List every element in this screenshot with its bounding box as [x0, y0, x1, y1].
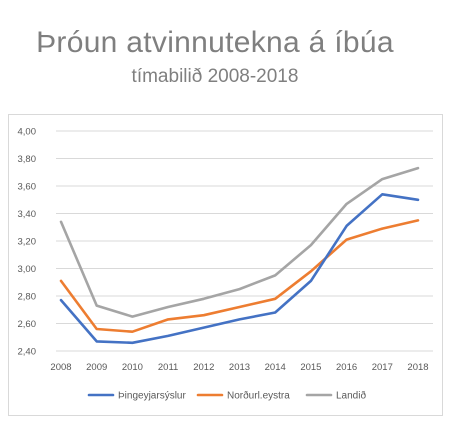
line-chart: 2,40 2,60 2,80 3,00 3,20 3,40 3,60 3,80 4,00 200… — [18, 127, 433, 402]
x-tick-label: 2018 — [407, 362, 428, 373]
legend-item: Norðurl.eystra — [196, 390, 290, 402]
series-line — [59, 219, 420, 333]
series-line — [59, 193, 420, 345]
chart-title: Þróun atvinnutekna á íbúa — [36, 26, 394, 59]
chart-subtitle: tímabilið 2008-2018 — [131, 66, 299, 87]
y-tick-label: 2,40 — [18, 347, 37, 358]
y-tick-label: 3,40 — [18, 209, 37, 220]
y-tick-label: 4,00 — [18, 127, 37, 138]
x-tick-label: 2017 — [372, 362, 393, 373]
x-tick-label: 2014 — [265, 362, 286, 373]
legend-item: Þingeyjarsýslur — [87, 391, 186, 402]
legend-item: Landið — [305, 390, 366, 402]
y-tick-label: 2,80 — [18, 292, 37, 303]
x-tick-label: 2012 — [193, 362, 214, 373]
y-axis-ticks: 2,40 2,60 2,80 3,00 3,20 3,40 3,60 3,80 4,00 — [18, 127, 37, 358]
x-axis-ticks: 2008 2009 2010 2011 2012 2013 2014 2015 2016 2017… — [50, 362, 428, 373]
x-tick-label: 2011 — [158, 362, 178, 373]
x-tick-label: 2015 — [300, 362, 321, 373]
legend: Þingeyjarsýslur Norðurl.eystra Landið — [87, 390, 366, 402]
y-tick-label: 3,20 — [18, 237, 37, 248]
x-tick-label: 2013 — [229, 362, 250, 373]
x-tick-label: 2009 — [86, 362, 107, 373]
y-tick-label: 3,00 — [18, 264, 37, 275]
legend-label: Norðurl.eystra — [227, 390, 290, 402]
y-tick-label: 2,60 — [18, 319, 37, 330]
legend-label: Landið — [336, 390, 366, 402]
y-tick-label: 3,80 — [18, 154, 37, 165]
series-line — [59, 166, 420, 318]
series-lines — [59, 166, 420, 345]
x-tick-label: 2008 — [50, 362, 71, 373]
y-tick-label: 3,60 — [18, 182, 37, 193]
x-tick-label: 2010 — [122, 362, 143, 373]
legend-label: Þingeyjarsýslur — [118, 391, 186, 402]
x-tick-label: 2016 — [336, 362, 357, 373]
